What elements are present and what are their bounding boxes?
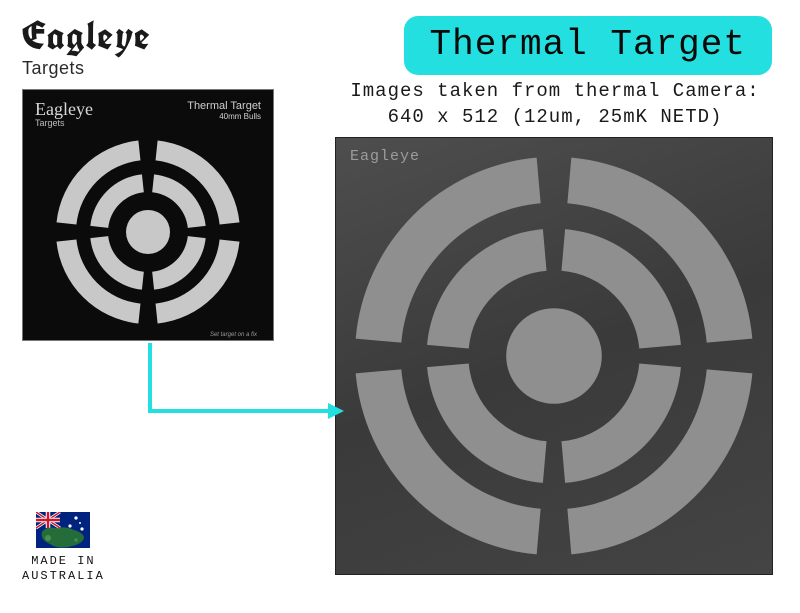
australia-flag-icon [36,512,90,548]
product-brand: Eagleye [35,100,93,118]
thermal-watermark: Eagleye [350,148,420,165]
brand-logo: Eagleye Targets [22,16,151,79]
brand-subtitle: Targets [22,58,151,79]
thermal-image: Eagleye [335,137,773,575]
product-footer-text: Set target on a fix [33,332,263,338]
arrow-connector [148,341,348,451]
brand-name: Eagleye [22,16,151,56]
product-brand-sub: Targets [35,118,93,128]
made-in-badge: MADE IN AUSTRALIA [22,512,105,585]
product-card-header: Eagleye Targets Thermal Target 40mm Bull… [33,100,263,132]
product-variant: 40mm Bulls [187,112,261,121]
caption-line-1: Images taken from thermal Camera: [335,79,775,105]
page-title: Thermal Target [404,16,772,75]
made-in-line-2: AUSTRALIA [22,569,105,585]
made-in-line-1: MADE IN [22,554,105,570]
product-photo: Eagleye Targets Thermal Target 40mm Bull… [22,89,274,341]
product-title: Thermal Target [187,100,261,112]
product-target-graphic [33,132,263,332]
caption-line-2: 640 x 512 (12um, 25mK NETD) [335,105,775,131]
thermal-caption: Images taken from thermal Camera: 640 x … [335,79,775,130]
